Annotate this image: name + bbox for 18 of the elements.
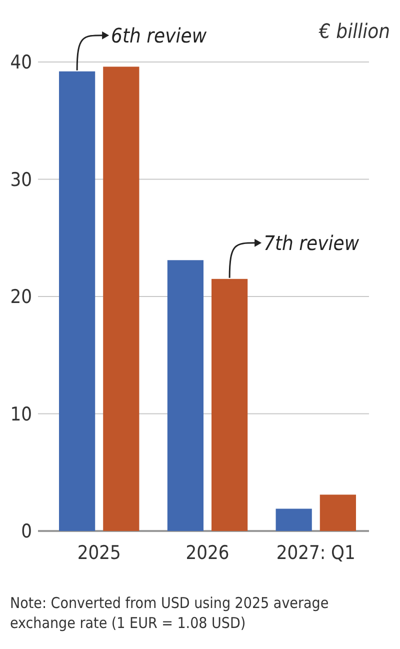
annotation: 7th review [264, 230, 360, 255]
bar [276, 508, 312, 531]
y-tick-label: 40 [10, 52, 32, 74]
x-tick-label: 2026 [186, 542, 230, 564]
text: 6th review [111, 23, 207, 48]
y-tick-label: 0 [21, 520, 32, 543]
y-tick-label: 20 [10, 286, 32, 308]
x-tick-label: 2025 [77, 542, 121, 564]
bar [320, 494, 356, 531]
bar [212, 278, 248, 531]
bar [103, 66, 140, 531]
y-tick-label: 10 [10, 403, 32, 426]
bar [59, 71, 96, 531]
x-tick-label: 2027: Q1 [276, 542, 356, 564]
text: Note: Converted from USD using 2025 average exchange rate (1 EUR = 1.08 USD) [10, 594, 329, 632]
bar [167, 260, 204, 531]
y-axis-title: € billion [318, 19, 390, 43]
y-tick-label: 30 [10, 168, 32, 191]
